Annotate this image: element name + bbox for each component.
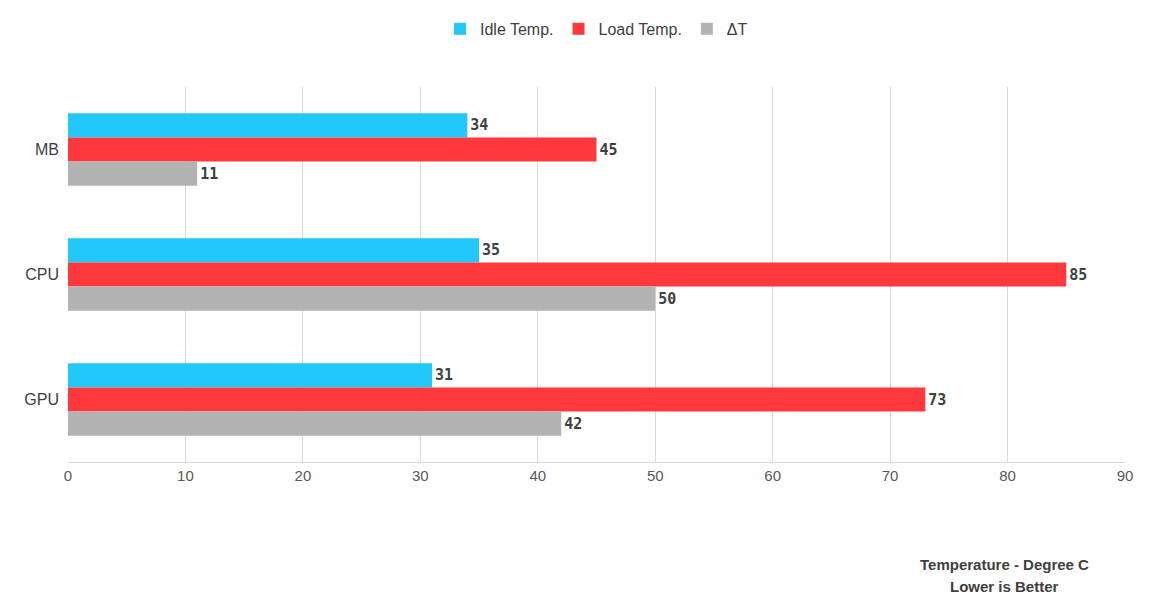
- svg-text:0: 0: [64, 467, 72, 484]
- svg-text:90: 90: [1117, 467, 1134, 484]
- svg-text:35: 35: [482, 241, 500, 259]
- svg-text:20: 20: [295, 467, 312, 484]
- svg-text:50: 50: [647, 467, 664, 484]
- svg-text:Lower is Better: Lower is Better: [950, 578, 1059, 595]
- svg-text:ΔT: ΔT: [727, 21, 748, 38]
- svg-text:GPU: GPU: [24, 391, 59, 408]
- svg-text:60: 60: [764, 467, 781, 484]
- svg-text:Idle Temp.: Idle Temp.: [480, 21, 554, 38]
- svg-text:45: 45: [600, 141, 618, 159]
- svg-text:11: 11: [200, 165, 218, 183]
- svg-text:MB: MB: [35, 141, 59, 158]
- svg-text:31: 31: [435, 366, 453, 384]
- svg-text:30: 30: [412, 467, 429, 484]
- svg-text:Temperature - Degree C: Temperature - Degree C: [920, 556, 1089, 573]
- svg-text:42: 42: [564, 415, 582, 433]
- svg-text:85: 85: [1069, 266, 1087, 284]
- svg-text:40: 40: [529, 467, 546, 484]
- svg-text:73: 73: [928, 391, 946, 409]
- svg-text:CPU: CPU: [25, 266, 59, 283]
- svg-text:10: 10: [177, 467, 194, 484]
- svg-text:Load Temp.: Load Temp.: [599, 21, 682, 38]
- svg-text:70: 70: [882, 467, 899, 484]
- svg-text:80: 80: [999, 467, 1016, 484]
- svg-text:50: 50: [658, 290, 676, 308]
- svg-text:34: 34: [470, 116, 488, 134]
